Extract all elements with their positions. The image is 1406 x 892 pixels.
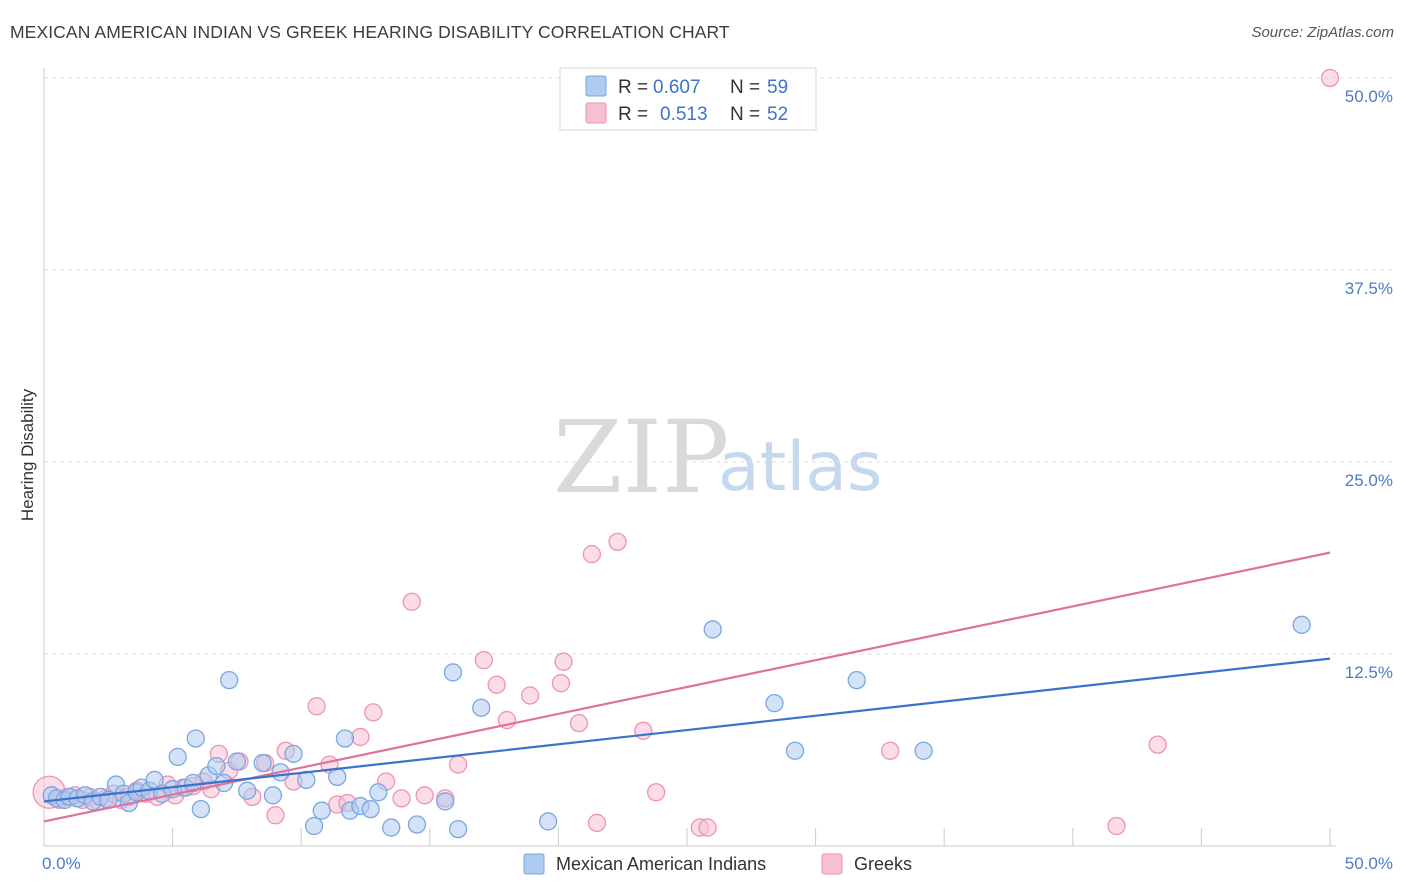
legend-r-value-pink: 0.513 (660, 104, 708, 125)
mexican-american-indians-point (369, 783, 388, 802)
mexican-american-indians-point (312, 801, 331, 820)
top-legend: R = 0.607 N = 59 R = 0.513 N = 52 (559, 67, 817, 131)
bottom-legend-label-blue: Mexican American Indians (556, 854, 766, 874)
legend-r-label-blue: R = (618, 77, 648, 98)
greeks-point (364, 703, 383, 722)
legend-n-value-blue: 59 (767, 77, 788, 98)
greeks-point (487, 675, 506, 694)
legend-n-label-blue: N = (730, 77, 760, 98)
greeks-point (266, 806, 285, 825)
mexican-american-indians-point (785, 741, 805, 760)
greeks-point (351, 727, 370, 747)
greeks-point (1107, 816, 1126, 836)
greeks-point (1148, 735, 1167, 754)
mexican-american-indians-point (361, 799, 380, 819)
greeks-point (1320, 68, 1340, 88)
mexican-american-indians-point (448, 819, 468, 839)
y-tick-labels: 12.5% 25.0% 37.5% 50.0% (1345, 87, 1393, 682)
bottom-legend: Mexican American Indians Greeks (523, 853, 912, 875)
mexican-american-indians-point (168, 747, 187, 767)
x-ticks (43, 828, 1331, 846)
mexican-american-indians-point (238, 781, 257, 800)
legend-r-value-blue: 0.607 (653, 77, 701, 98)
mexican-american-indians-point (407, 815, 427, 834)
mexican-american-indians-point (436, 792, 455, 811)
mexican-american-indians-point (443, 663, 463, 682)
legend-swatch-pink (585, 102, 607, 124)
y-tick-label: 12.5% (1345, 663, 1393, 682)
mexican-american-indians-point (207, 756, 226, 776)
mexican-american-indians-point (191, 799, 211, 819)
greeks-point (392, 789, 411, 808)
greeks-point (608, 532, 627, 552)
watermark-zip: ZIP (553, 399, 729, 516)
greeks-point (554, 652, 573, 671)
legend-n-label-pink: N = (730, 104, 760, 125)
greeks-point (569, 713, 589, 733)
mexican-american-indians-point (227, 752, 247, 771)
y-tick-label: 37.5% (1345, 279, 1393, 298)
mexican-american-indians-point (765, 694, 784, 713)
source-label: Source: ZipAtlas.com (1251, 24, 1394, 41)
greeks-point (634, 721, 653, 740)
legend-n-value-pink: 52 (767, 104, 788, 125)
mexican-american-indians-point (253, 753, 272, 773)
greeks-point (551, 674, 571, 693)
x-tick-label-min: 0.0% (42, 854, 81, 873)
bottom-legend-label-pink: Greeks (854, 854, 912, 874)
chart-title: MEXICAN AMERICAN INDIAN VS GREEK HEARING… (10, 22, 730, 42)
mexican-american-indians-points (42, 615, 1311, 839)
greeks-point (587, 813, 607, 833)
mexican-american-indians-point (335, 729, 355, 748)
greeks-point (474, 650, 493, 670)
mexican-american-indians-point (382, 818, 401, 837)
grid (44, 77, 1392, 655)
mexican-american-indians-point (263, 786, 283, 805)
y-tick-label: 25.0% (1345, 471, 1393, 490)
greeks-point (698, 818, 717, 837)
greeks-point (520, 686, 540, 705)
mexican-american-indians-point (328, 767, 347, 787)
mexican-american-indians-point (220, 670, 239, 690)
watermark-atlas: atlas (718, 428, 882, 507)
legend-r-label-pink: R = (618, 104, 648, 125)
mexican-american-indians-point (304, 816, 324, 836)
mexican-american-indians-point (472, 698, 491, 717)
greeks-point (307, 697, 326, 716)
greeks-point (448, 755, 468, 774)
y-tick-label: 50.0% (1345, 87, 1393, 106)
mexican-american-indians-trend-line (43, 657, 1331, 803)
mexican-american-indians-point (703, 620, 722, 639)
greeks-point (881, 741, 900, 760)
greeks-point (402, 592, 421, 611)
greeks-point (646, 783, 666, 802)
mexican-american-indians-point (914, 741, 933, 760)
mexican-american-indians-point (847, 670, 866, 690)
mexican-american-indians-point (1292, 615, 1311, 634)
y-axis-title: Hearing Disability (18, 388, 37, 521)
mexican-american-indians-point (284, 744, 303, 763)
x-tick-label-max: 50.0% (1345, 854, 1393, 873)
mexican-american-indians-point (186, 729, 205, 748)
mexican-american-indians-point (538, 812, 558, 831)
bottom-legend-swatch-pink (821, 853, 843, 875)
legend-swatch-blue (585, 75, 607, 97)
greeks-point (582, 545, 601, 564)
bottom-legend-swatch-blue (523, 853, 545, 875)
greeks-point (415, 786, 434, 805)
